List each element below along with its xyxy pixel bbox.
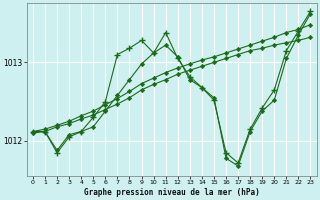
X-axis label: Graphe pression niveau de la mer (hPa): Graphe pression niveau de la mer (hPa) [84,188,260,197]
